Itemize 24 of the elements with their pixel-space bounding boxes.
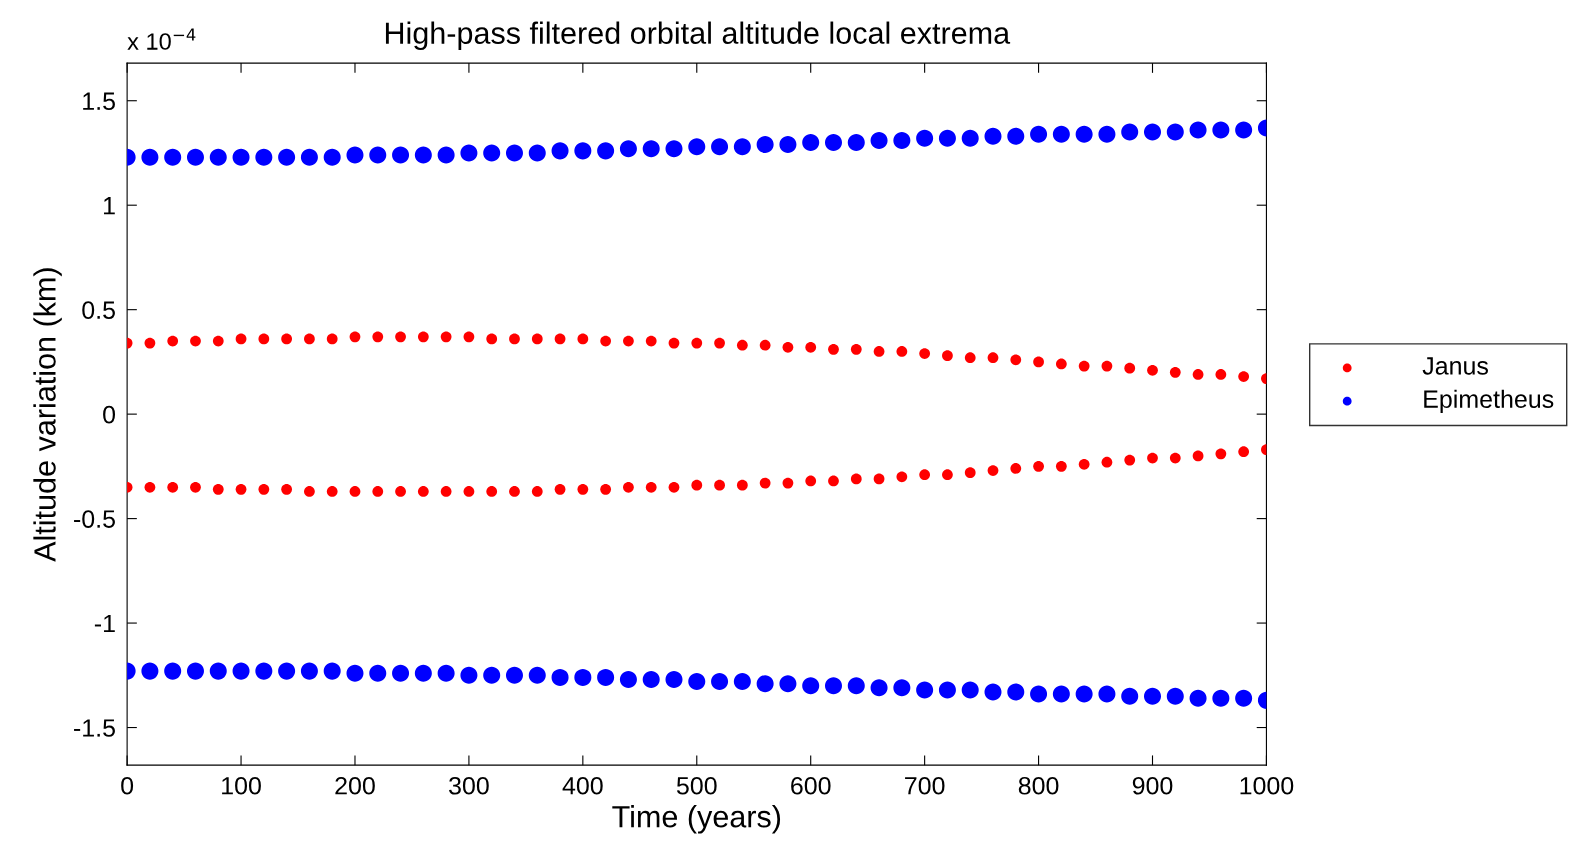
x-tick-label: 800: [1018, 776, 1059, 795]
x-axis-title: Time (years): [612, 805, 781, 834]
x-tick-label: 100: [222, 776, 261, 795]
y-tick-label: -0.5: [74, 510, 115, 528]
y-tick-label: -1.5: [74, 719, 115, 737]
x-tick-label: 500: [676, 776, 717, 795]
y-tick-label: 0: [103, 405, 116, 424]
x-tick-label: 900: [1132, 776, 1173, 795]
x-tick-label: 0: [121, 776, 134, 795]
y-tick-label: 1: [104, 197, 115, 215]
y-tick-label: 1.5: [83, 92, 115, 111]
x-tick-label: 600: [791, 776, 831, 795]
y-axis-title: Altitude variation (km): [33, 268, 62, 562]
x-tick-label: 400: [562, 776, 603, 795]
x-tick-label: 1000: [1240, 776, 1294, 795]
y-tick-label: 0.5: [82, 301, 115, 319]
x-tick-label: 300: [449, 776, 489, 795]
x-tick-label: 700: [905, 776, 945, 795]
x-tick-label: 200: [335, 776, 375, 795]
chart-title: High-pass filtered orbital altitude local extrema: [385, 21, 1011, 51]
y-tick-label: -1: [94, 614, 115, 633]
text: x 10$^{−4}$: [127, 28, 196, 50]
text: Epimetheus: [1424, 389, 1554, 413]
text: Janus: [1422, 357, 1488, 375]
